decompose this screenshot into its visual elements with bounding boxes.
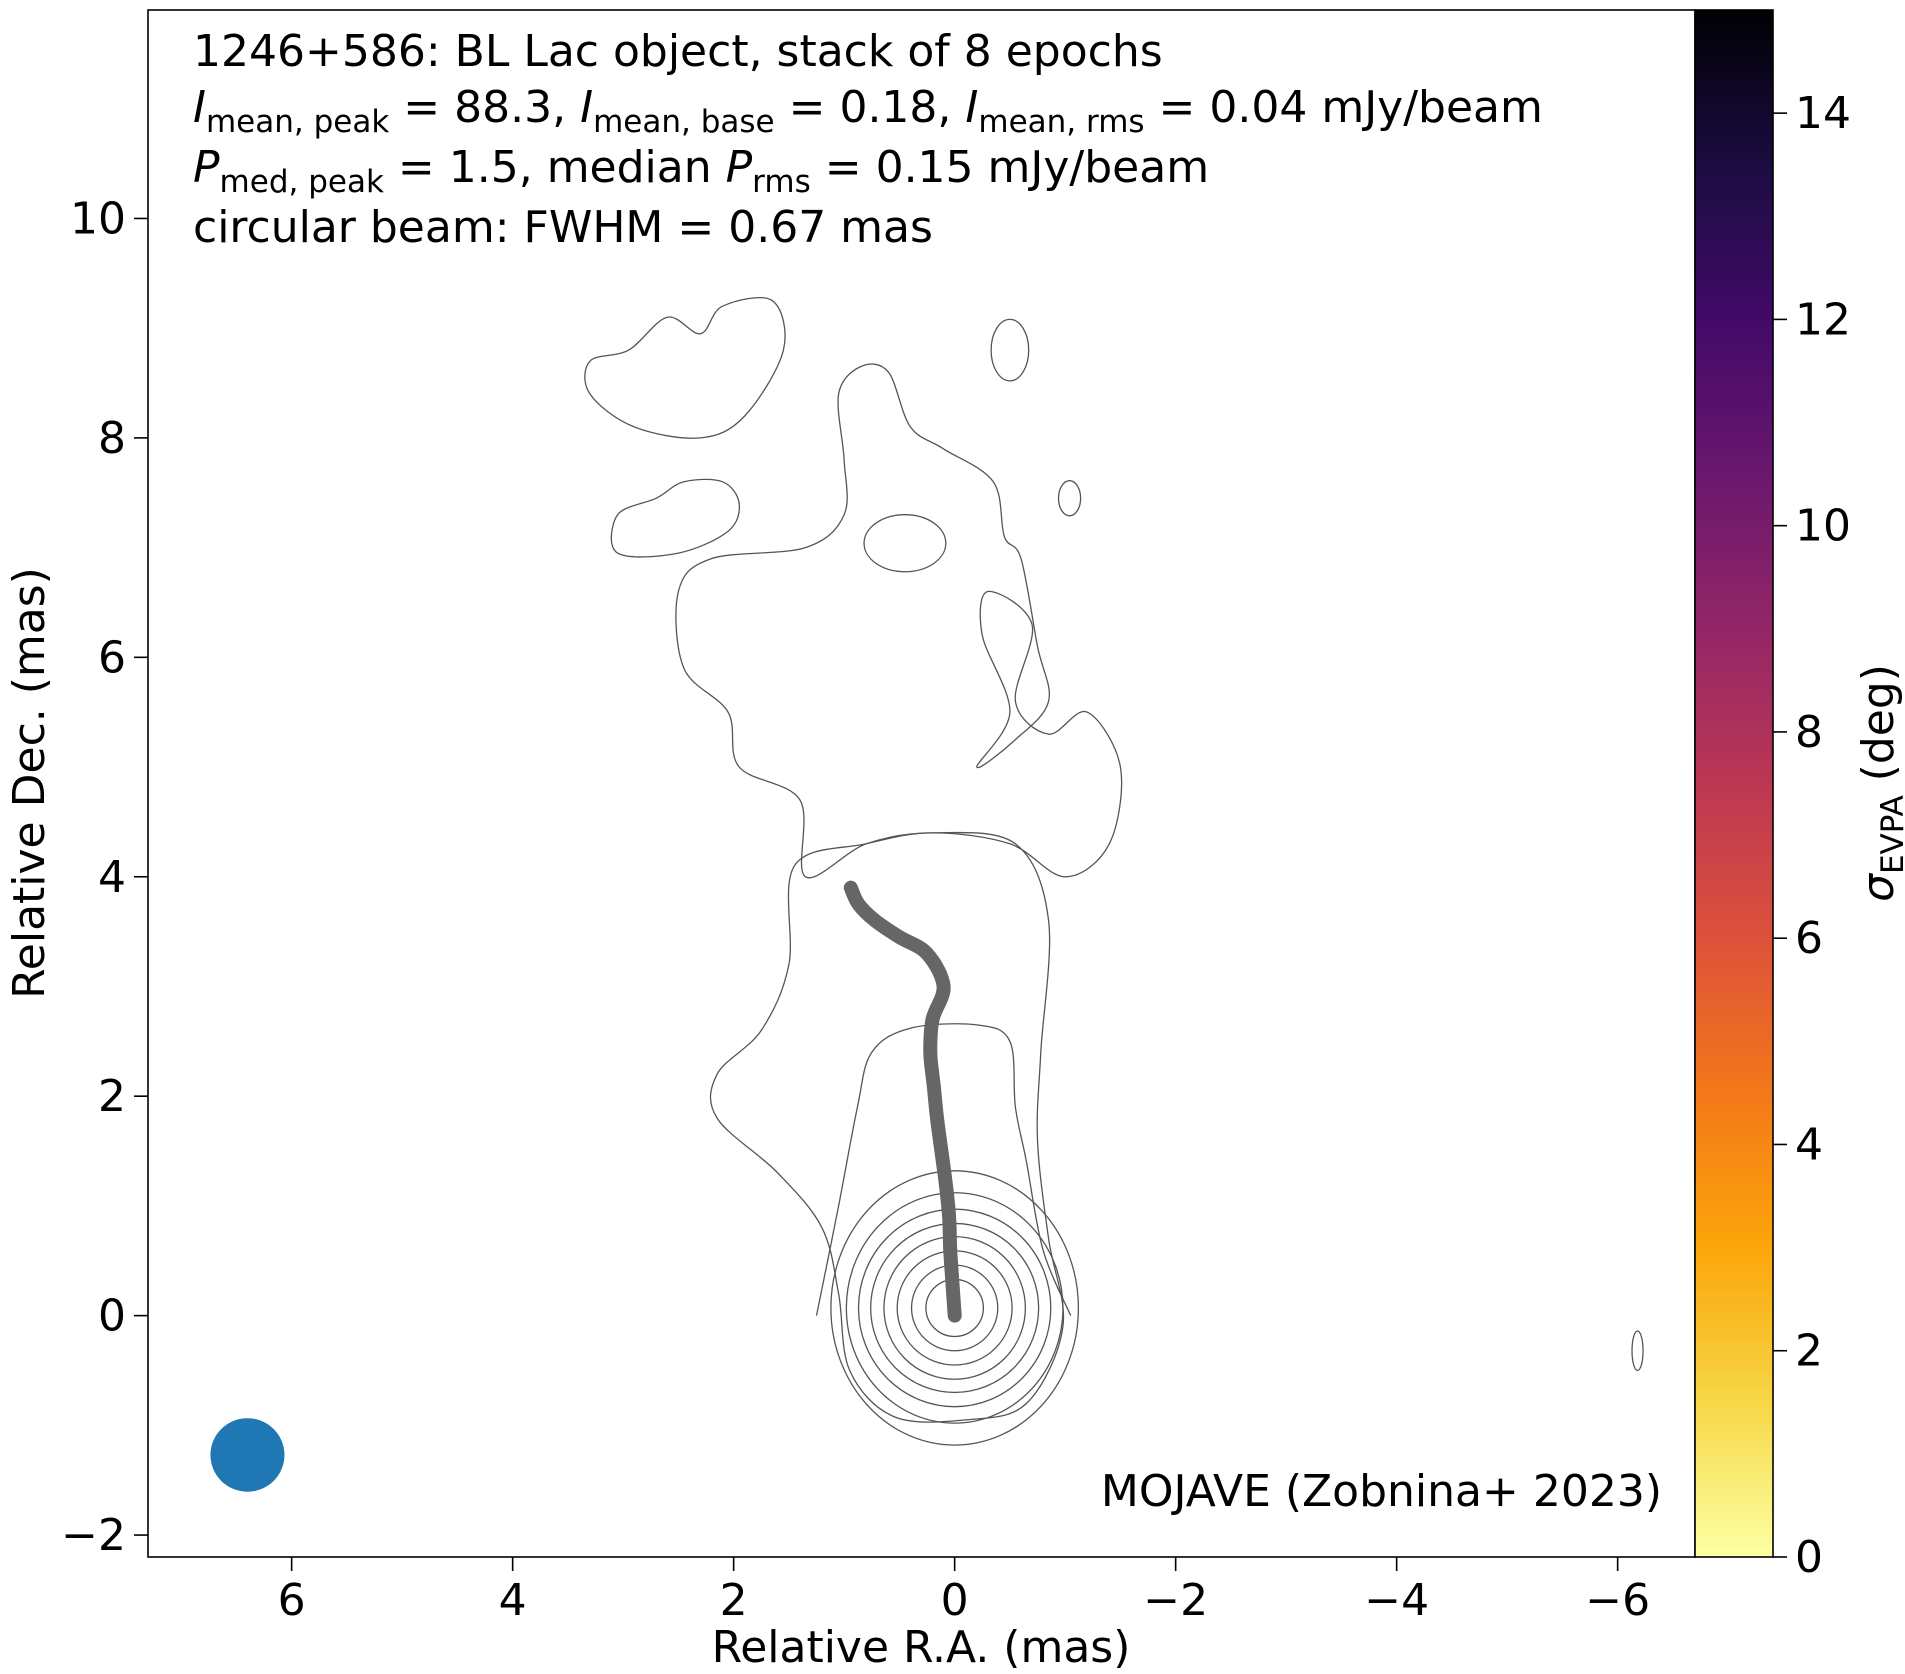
i-peak-subscript: mean, peak — [206, 104, 389, 140]
beam-ellipse — [210, 1418, 285, 1492]
info-line-polarization: Pmed, peak = 1.5, median Prms = 0.15 mJy… — [193, 142, 1209, 200]
i-peak-value: = 88.3, — [389, 82, 580, 133]
contour-core-level-1 — [830, 1170, 1080, 1446]
y-tick-label-5: 8 — [98, 413, 126, 464]
i-rms-value: = 0.04 mJy/beam — [1145, 82, 1543, 133]
x-axis-ticks: 6 4 2 0 −2 −4 −6 — [278, 1557, 1650, 1626]
intensity-contours — [584, 297, 1644, 1446]
y-tick-label-6: 10 — [70, 193, 126, 244]
info-line-beam: circular beam: FWHM = 0.67 mas — [193, 202, 933, 253]
p-peak-symbol: P — [193, 142, 220, 193]
colorbar-label-symbol: σ — [1853, 873, 1904, 902]
x-tick-label-6: −6 — [1585, 1575, 1650, 1626]
contour-island-4 — [1631, 1330, 1644, 1372]
colorbar-frame — [1694, 9, 1774, 1558]
colorbar-label-subscript: EVPA — [1875, 795, 1905, 874]
contour-west-blob — [610, 478, 741, 558]
colorbar-label: σEVPA (deg) — [1853, 664, 1905, 902]
contour-outer-jet — [675, 363, 1123, 879]
credit-label: MOJAVE (Zobnina+ 2023) — [1101, 1466, 1662, 1517]
x-tick-label-5: −4 — [1364, 1575, 1429, 1626]
contour-core-level-2 — [845, 1192, 1064, 1424]
colorbar-ticks: 0 2 4 6 8 10 12 14 — [1773, 88, 1851, 1583]
x-tick-label-0: 6 — [278, 1575, 306, 1626]
x-axis-label: Relative R.A. (mas) — [712, 1622, 1131, 1673]
contour-northwest-blob — [584, 297, 786, 439]
y-tick-label-2: 2 — [98, 1071, 126, 1122]
y-axis-ticks: −2 0 2 4 6 8 10 — [61, 193, 148, 1561]
y-tick-label-4: 6 — [98, 632, 126, 683]
colorbar-gradient — [1695, 10, 1773, 1557]
i-rms-symbol: I — [965, 82, 978, 133]
p-rms-subscript: rms — [752, 164, 811, 200]
info-line-source: 1246+586: BL Lac object, stack of 8 epoc… — [193, 26, 1163, 77]
p-peak-value: = 1.5, median — [384, 142, 726, 193]
y-tick-label-3: 4 — [98, 852, 126, 903]
i-base-symbol: I — [580, 82, 593, 133]
i-rms-subscript: mean, rms — [978, 104, 1144, 140]
contour-island-3 — [1057, 480, 1082, 517]
contour-inner-envelope — [815, 1023, 1072, 1316]
p-rms-symbol: P — [726, 142, 753, 193]
ridge-line-path — [843, 880, 962, 1323]
p-rms-value: = 0.15 mJy/beam — [811, 142, 1209, 193]
y-axis-label: Relative Dec. (mas) — [4, 567, 55, 999]
colorbar-tick-label-6: 12 — [1795, 294, 1851, 345]
x-tick-label-1: 4 — [499, 1575, 527, 1626]
x-tick-label-3: 0 — [941, 1575, 969, 1626]
jet-ridge-line — [843, 880, 962, 1323]
colorbar-tick-label-2: 4 — [1795, 1119, 1823, 1170]
y-tick-label-1: 0 — [98, 1291, 126, 1342]
i-base-subscript: mean, base — [593, 104, 775, 140]
i-peak-symbol: I — [193, 82, 206, 133]
x-tick-label-2: 2 — [720, 1575, 748, 1626]
colorbar-tick-label-3: 6 — [1795, 913, 1823, 964]
colorbar-tick-label-5: 10 — [1795, 501, 1851, 552]
x-tick-label-4: −2 — [1143, 1575, 1208, 1626]
colorbar-tick-label-0: 0 — [1795, 1532, 1823, 1583]
contour-outer-envelope — [709, 831, 1065, 1423]
colorbar-tick-label-7: 14 — [1795, 88, 1851, 139]
beam-ellipse-group — [210, 1418, 285, 1492]
colorbar-label-unit: (deg) — [1853, 664, 1904, 795]
info-line-intensity: Imean, peak = 88.3, Imean, base = 0.18, … — [193, 82, 1543, 140]
colorbar-tick-label-1: 2 — [1795, 1326, 1823, 1377]
colorbar-tick-label-4: 8 — [1795, 707, 1823, 758]
p-peak-subscript: med, peak — [220, 164, 384, 200]
contour-island-1 — [863, 514, 947, 573]
y-tick-label-0: −2 — [61, 1510, 126, 1561]
contour-island-2 — [990, 318, 1030, 382]
i-base-value: = 0.18, — [775, 82, 966, 133]
plot-background — [148, 10, 1695, 1557]
